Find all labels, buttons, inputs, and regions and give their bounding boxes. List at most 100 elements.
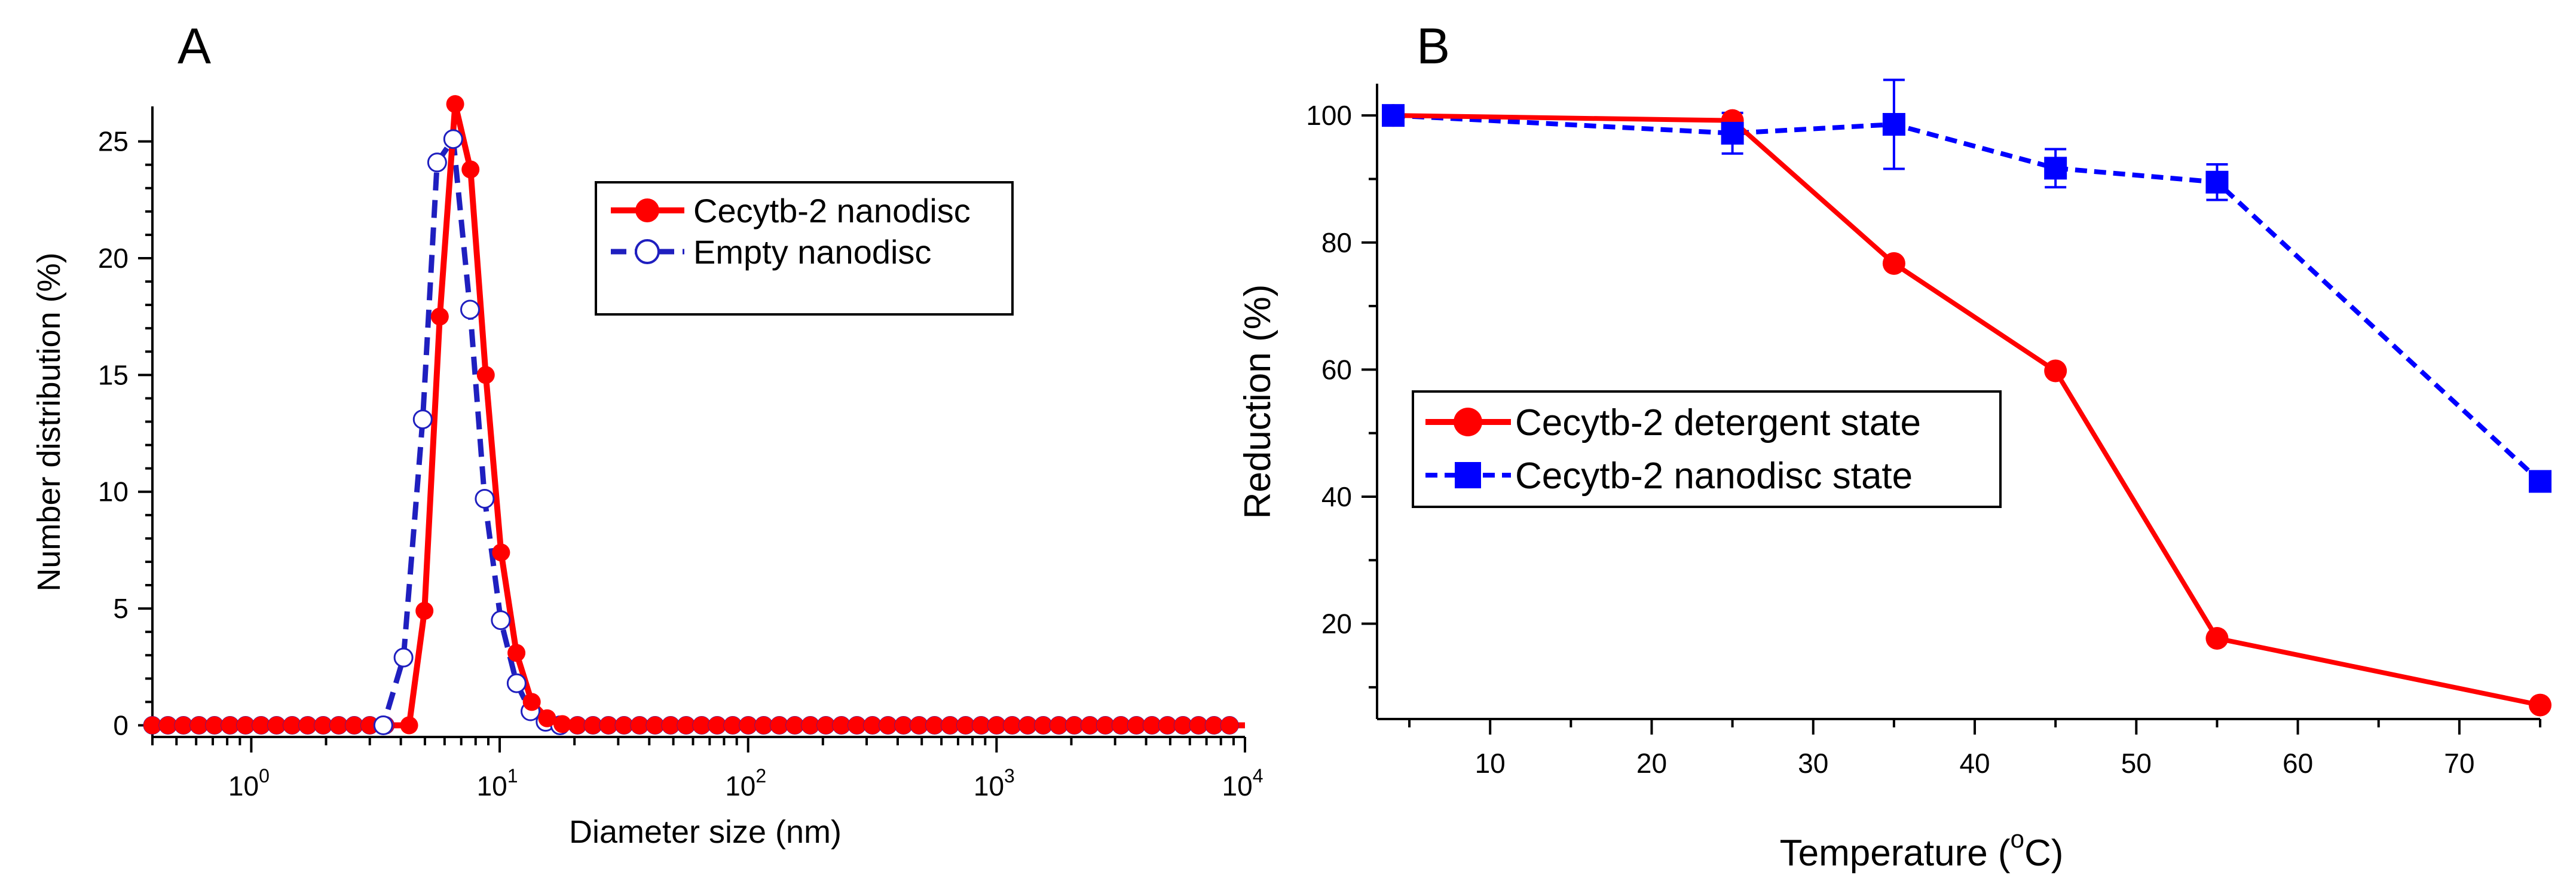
panel-letter-a: A: [178, 18, 211, 74]
b-legend: Cecytb-2 detergent state Cecytb-2 nanodi…: [1412, 390, 2002, 508]
a-marker-cecytb2-nanodisc-zero: [1003, 716, 1021, 735]
a-marker-cecytb2-nanodisc-zero: [584, 716, 602, 735]
a-marker-cecytb2-nanodisc: [446, 95, 464, 114]
a-x-axis-title: Diameter size (nm): [569, 814, 842, 850]
a-marker-cecytb2-nanodisc-zero: [1127, 716, 1146, 735]
a-marker-cecytb2-nanodisc-zero: [677, 716, 696, 735]
a-y-tick-label: 15: [98, 359, 129, 390]
a-marker-empty-nanodisc: [506, 673, 527, 693]
a-marker-cecytb2-nanodisc-zero: [832, 716, 850, 735]
a-marker-cecytb2-nanodisc-zero: [1205, 716, 1223, 735]
a-marker-cecytb2-nanodisc-zero: [770, 716, 788, 735]
b-line-nanodisc-state: [1393, 113, 2542, 484]
a-marker-cecytb2-nanodisc-zero: [267, 716, 286, 735]
a-marker-cecytb2-nanodisc-zero: [894, 716, 913, 735]
a-marker-cecytb2-nanodisc-zero: [236, 716, 255, 735]
b-marker-nanodisc-state: [2044, 157, 2067, 180]
b-y-tick-label: 20: [1321, 608, 1352, 640]
a-marker-cecytb2-nanodisc-zero: [345, 716, 363, 735]
a-x-tick-base: 10: [974, 770, 1004, 802]
a-x-tick-label: 101: [477, 765, 518, 802]
b-y-tick-label: 60: [1321, 354, 1352, 385]
a-marker-cecytb2-nanodisc-zero: [631, 716, 649, 735]
b-marker-detergent-state: [2205, 626, 2229, 650]
a-x-tick-label: 100: [228, 765, 270, 802]
a-marker-cecytb2-nanodisc-zero: [941, 716, 959, 735]
a-marker-cecytb2-nanodisc-zero: [1081, 716, 1099, 735]
b-x-tick-label: 50: [2121, 748, 2152, 779]
a-marker-cecytb2-nanodisc-zero: [174, 716, 192, 735]
b-series-lines: [1393, 113, 2542, 708]
b-legend-marker-detergent: [1454, 408, 1482, 436]
a-x-tick-exponent: 1: [507, 765, 518, 787]
a-marker-cecytb2-nanodisc-zero: [1220, 716, 1239, 735]
a-marker-cecytb2-nanodisc-zero: [785, 716, 804, 735]
a-marker-cecytb2-nanodisc-zero: [693, 716, 711, 735]
a-x-tick-base: 10: [228, 770, 259, 802]
a-y-tick-label: 10: [98, 476, 129, 507]
a-marker-cecytb2-nanodisc-zero: [615, 716, 634, 735]
a-marker-cecytb2-nanodisc-zero: [314, 716, 332, 735]
b-marker-nanodisc-state: [1882, 113, 1905, 136]
a-marker-cecytb2-nanodisc-zero: [739, 716, 757, 735]
b-x-axis-title-suffix: C): [2024, 833, 2063, 874]
a-marker-cecytb2-nanodisc: [476, 366, 495, 384]
a-marker-cecytb2-nanodisc: [522, 693, 541, 711]
a-legend-box: [595, 181, 1014, 316]
a-marker-cecytb2-nanodisc-zero: [1096, 716, 1115, 735]
a-x-tick-exponent: 2: [755, 765, 766, 787]
a-x-tick-exponent: 3: [1004, 765, 1015, 787]
a-marker-cecytb2-nanodisc-zero: [1143, 716, 1161, 735]
a-legend-marker-detergent: [635, 198, 659, 222]
a-marker-cecytb2-nanodisc-zero: [1174, 716, 1192, 735]
a-x-tick-base: 10: [725, 770, 755, 802]
a-x-tick-exponent: 4: [1253, 765, 1263, 787]
a-marker-cecytb2-nanodisc-zero: [1034, 716, 1053, 735]
b-series-markers: [1382, 104, 2551, 717]
a-marker-cecytb2-nanodisc: [461, 160, 480, 179]
a-marker-empty-nanodisc: [491, 610, 511, 631]
a-marker-cecytb2-nanodisc-zero: [708, 716, 726, 735]
b-x-axis-title: Temperature (oC): [1780, 825, 2064, 874]
a-y-tick-label: 5: [113, 593, 129, 624]
a-y-tick-label: 20: [98, 243, 129, 274]
b-line-detergent-state: [1393, 113, 2541, 708]
a-x-tick-label: 102: [725, 765, 766, 802]
a-x-tick-base: 10: [477, 770, 507, 802]
a-legend-label-2: Empty nanodisc: [693, 233, 931, 271]
a-line-empty-nanodisc: [152, 131, 1245, 728]
a-marker-cecytb2-nanodisc: [415, 602, 434, 620]
a-marker-cecytb2-nanodisc: [400, 716, 418, 735]
b-marker-nanodisc-state: [2205, 170, 2229, 194]
b-legend-label-1: Cecytb-2 detergent state: [1515, 402, 1921, 443]
a-marker-cecytb2-nanodisc-zero: [910, 716, 928, 735]
b-y-ticks: 20 40 60 80 100: [1306, 100, 1377, 689]
b-legend-box: [1412, 390, 2002, 508]
b-x-tick-label: 10: [1475, 748, 1506, 779]
a-marker-cecytb2-nanodisc-zero: [1050, 716, 1068, 735]
a-marker-cecytb2-nanodisc-zero: [1065, 716, 1084, 735]
a-marker-cecytb2-nanodisc-zero: [283, 716, 301, 735]
a-marker-cecytb2-nanodisc-zero: [723, 716, 742, 735]
a-marker-empty-nanodisc: [460, 299, 481, 320]
a-marker-cecytb2-nanodisc-zero: [754, 716, 773, 735]
b-marker-detergent-state: [2044, 359, 2067, 383]
a-marker-cecytb2-nanodisc-zero: [801, 716, 819, 735]
a-marker-cecytb2-nanodisc-zero: [1112, 716, 1130, 735]
a-y-axis-title: Number distribution (%): [31, 252, 67, 591]
a-y-tick-label: 25: [98, 126, 129, 157]
a-marker-empty-nanodisc: [427, 152, 447, 173]
a-marker-cecytb2-nanodisc-zero: [158, 716, 177, 735]
b-marker-nanodisc-state: [2529, 470, 2551, 493]
a-marker-empty-nanodisc: [475, 488, 495, 509]
a-marker-cecytb2-nanodisc-zero: [1018, 716, 1037, 735]
b-y-tick-label: 100: [1306, 100, 1352, 131]
a-marker-cecytb2-nanodisc-zero: [599, 716, 618, 735]
b-error-bars: [1721, 78, 2228, 201]
a-marker-cecytb2-nanodisc-zero: [298, 716, 317, 735]
a-marker-cecytb2-nanodisc: [553, 715, 571, 733]
b-legend-marker-nanodisc: [1455, 462, 1481, 488]
a-x-minor-ticks: [151, 737, 1235, 745]
a-marker-cecytb2-nanodisc-zero: [568, 716, 587, 735]
